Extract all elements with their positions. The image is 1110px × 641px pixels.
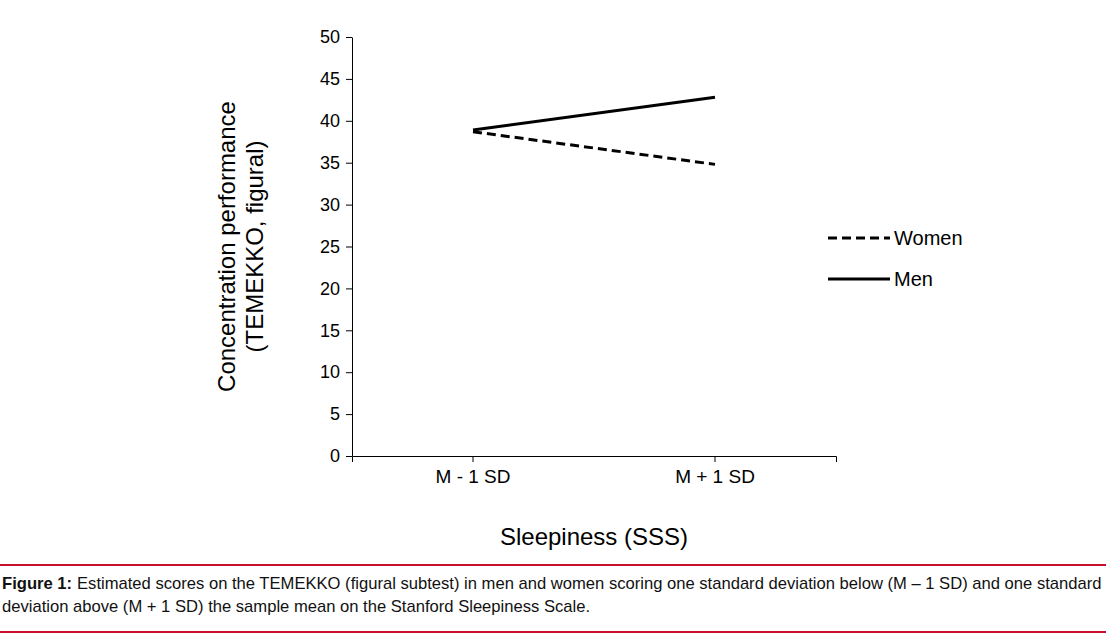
x-tick-label: M - 1 SD	[436, 466, 511, 487]
x-tick: M + 1 SD	[675, 456, 755, 487]
x-axis: M - 1 SD M + 1 SD	[353, 456, 837, 487]
y-tick-label: 20	[320, 279, 340, 299]
y-tick-mark	[346, 414, 352, 415]
y-tick-label: 45	[320, 69, 340, 89]
series-line	[473, 132, 715, 165]
y-tick-label: 5	[330, 404, 340, 424]
y-tick-mark	[346, 79, 352, 80]
y-tick-label: 10	[320, 362, 340, 382]
y-tick-mark	[346, 205, 352, 206]
y-tick-mark	[346, 163, 352, 164]
y-tick-label: 25	[320, 237, 340, 257]
y-tick-label: 0	[330, 446, 340, 466]
y-tick-mark	[346, 121, 352, 122]
y-tick-label: 35	[320, 153, 340, 173]
y-tick: 25	[320, 237, 352, 257]
x-axis-line	[353, 457, 837, 463]
y-tick: 40	[320, 111, 352, 131]
plot-area	[473, 97, 715, 164]
y-tick: 10	[320, 362, 352, 382]
caption-text: Estimated scores on the TEMEKKO (figural…	[2, 574, 1101, 616]
x-tick-label: M + 1 SD	[675, 466, 755, 487]
x-tick-mark	[473, 456, 474, 462]
y-tick-mark	[346, 372, 352, 373]
y-tick-label: 15	[320, 321, 340, 341]
x-tick-mark	[715, 456, 716, 462]
legend: Women Men	[828, 227, 963, 290]
legend-label: Men	[894, 268, 933, 290]
y-tick: 15	[320, 321, 352, 341]
y-tick-label: 50	[320, 27, 340, 47]
legend-swatch	[828, 278, 890, 281]
y-tick: 5	[330, 404, 352, 424]
y-tick: 20	[320, 279, 352, 299]
y-axis: 0 5 10 15 20 25 30 35 40 45 50	[320, 27, 353, 466]
y-tick: 30	[320, 195, 352, 215]
legend-label: Women	[894, 227, 963, 249]
y-tick-label: 40	[320, 111, 340, 131]
y-tick: 50	[320, 27, 352, 47]
y-tick-mark	[346, 330, 352, 331]
y-tick-mark	[346, 288, 352, 289]
y-tick-mark	[346, 456, 352, 457]
caption-label: Figure 1:	[2, 574, 72, 593]
caption: Figure 1:Estimated scores on the TEMEKKO…	[2, 572, 1106, 618]
series-line	[473, 97, 715, 130]
y-tick-mark	[346, 247, 352, 248]
legend-swatch	[828, 237, 890, 240]
x-axis-title: Sleepiness (SSS)	[500, 523, 688, 550]
y-axis-title-line: (TEMEKKO, figural)	[241, 140, 268, 352]
y-tick: 0	[330, 446, 352, 466]
y-axis-line	[352, 38, 353, 457]
caption-rule	[0, 564, 1106, 566]
y-tick-mark	[346, 37, 352, 38]
y-axis-title-line: Concentration performance	[213, 101, 240, 392]
y-tick: 35	[320, 153, 352, 173]
y-axis-title: Concentration performance(TEMEKKO, figur…	[213, 101, 268, 392]
caption-rule	[0, 631, 1106, 633]
chart: 0 5 10 15 20 25 30 35 40 45 50 M - 1 SD M + 1 SD Wome…	[0, 0, 1110, 560]
x-tick: M - 1 SD	[436, 456, 511, 487]
y-tick: 45	[320, 69, 352, 89]
y-tick-label: 30	[320, 195, 340, 215]
